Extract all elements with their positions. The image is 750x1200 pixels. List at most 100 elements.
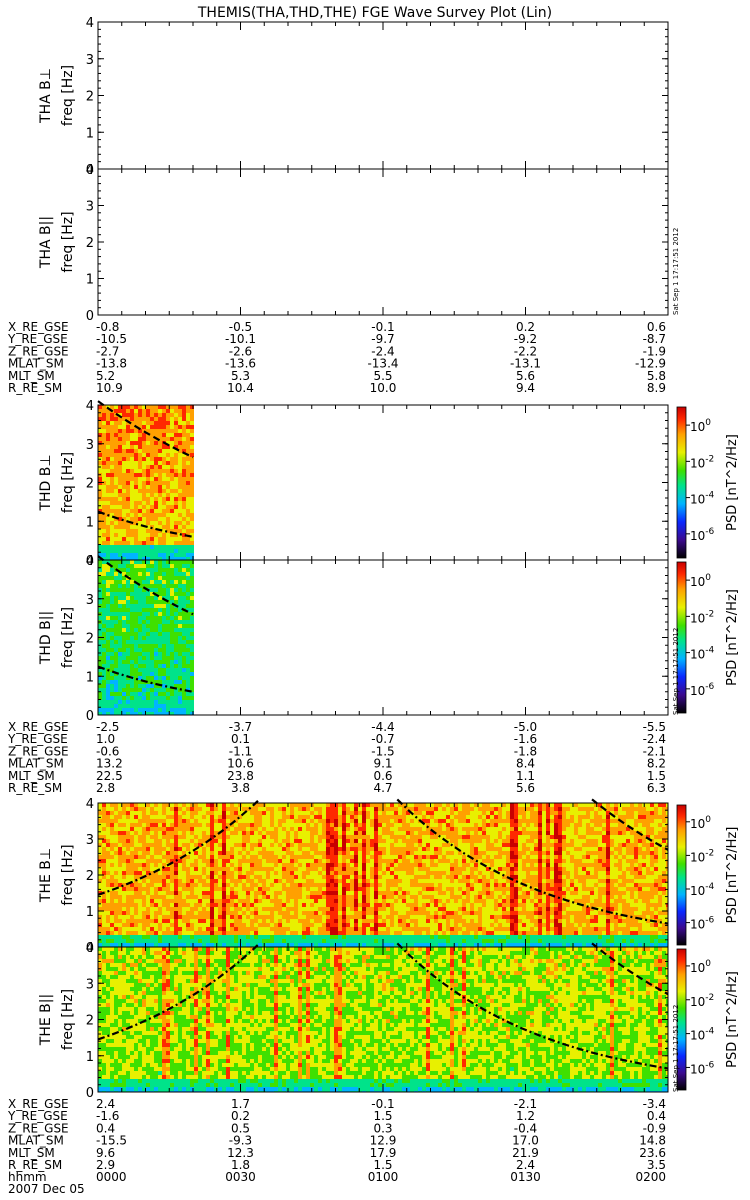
spectrogram-cell	[162, 445, 166, 449]
fit-line-dashed	[97, 400, 194, 459]
spectrogram-cell	[274, 883, 278, 887]
spectrogram-cell	[126, 477, 130, 481]
spectrogram-cell	[114, 640, 118, 644]
spectrogram-cell	[158, 501, 162, 505]
spectrogram-cell	[162, 891, 166, 895]
spectrogram-cell	[306, 835, 310, 839]
spectrogram-cell	[226, 819, 230, 823]
spectrogram-cell	[110, 461, 114, 465]
spectrogram-cell	[402, 847, 406, 851]
spectrogram-cell	[378, 803, 382, 807]
spectrogram-cell	[150, 672, 154, 676]
spectrogram-cell	[326, 923, 330, 927]
spectrogram-cell	[138, 863, 142, 867]
spectrogram-cell	[138, 568, 142, 572]
spectrogram-cell	[398, 919, 402, 923]
spectrogram-cell	[310, 847, 314, 851]
spectrogram-cell	[126, 441, 130, 445]
spectrogram-cell	[306, 935, 310, 939]
spectrogram-cell	[114, 449, 118, 453]
spectrogram-cell	[178, 600, 182, 604]
spectrogram-cell	[178, 545, 182, 549]
spectrogram-cell	[378, 935, 382, 939]
y-tick-label: 1	[86, 670, 94, 685]
spectrogram-cell	[182, 915, 186, 919]
spectrogram-cell	[142, 831, 146, 835]
spectrogram-cell	[146, 592, 150, 596]
spectrogram-cell	[130, 692, 134, 696]
spectrogram-cell	[158, 811, 162, 815]
spectrogram-cell	[106, 553, 110, 557]
spectrogram-cell	[146, 704, 150, 708]
spectrogram-cell	[270, 803, 274, 807]
spectrogram-cell	[378, 911, 382, 915]
spectrogram-cell	[110, 915, 114, 919]
spectrogram-cell	[382, 859, 386, 863]
spectrogram-cell	[406, 847, 410, 851]
spectrogram-cell	[406, 919, 410, 923]
spectrogram-cell	[306, 819, 310, 823]
spectrogram-cell	[162, 537, 166, 541]
spectrogram-cell	[102, 576, 106, 580]
spectrogram-cell	[122, 461, 126, 465]
spectrogram-cell	[374, 923, 378, 927]
spectrogram-cell	[358, 887, 362, 891]
spectrogram-cell	[302, 807, 306, 811]
spectrogram-cell	[238, 879, 242, 883]
spectrogram-cell	[170, 704, 174, 708]
spectrogram-cell	[282, 911, 286, 915]
spectrogram-cell	[146, 895, 150, 899]
spectrogram-cell	[374, 943, 378, 947]
spectrogram-cell	[118, 839, 122, 843]
spectrogram-cell	[146, 497, 150, 501]
spectrogram-cell	[138, 696, 142, 700]
spectrogram-cell	[146, 819, 150, 823]
spectrogram-cell	[162, 517, 166, 521]
spectrogram-cell	[258, 879, 262, 883]
spectrogram-cell	[422, 899, 426, 903]
spectrogram-cell	[282, 843, 286, 847]
spectrogram-cell	[126, 831, 130, 835]
spectrogram-cell	[318, 895, 322, 899]
spectrogram-cell	[182, 672, 186, 676]
spectrogram-cell	[102, 696, 106, 700]
spectrogram-cell	[146, 915, 150, 919]
spectrogram-cell	[430, 815, 434, 819]
spectrogram-cell	[146, 803, 150, 807]
spectrogram-cell	[98, 640, 102, 644]
spectrogram-cell	[186, 413, 190, 417]
spectrogram-cell	[354, 911, 358, 915]
spectrogram-cell	[118, 899, 122, 903]
spectrogram-cell	[158, 469, 162, 473]
spectrogram-cell	[250, 819, 254, 823]
spectrogram-cell	[418, 943, 422, 947]
spectrogram-cell	[146, 943, 150, 947]
spectrogram-cell	[122, 692, 126, 696]
spectrogram-cell	[182, 465, 186, 469]
spectrogram-cell	[222, 867, 226, 871]
spectrogram-cell	[154, 835, 158, 839]
y-axis-label: freq [Hz]	[60, 607, 76, 668]
spectrogram-cell	[306, 827, 310, 831]
spectrogram-cell	[186, 489, 190, 493]
spectrogram-cell	[166, 907, 170, 911]
spectrogram-cell	[422, 919, 426, 923]
spectrogram-cell	[154, 823, 158, 827]
spectrogram-cell	[110, 413, 114, 417]
spectrogram-cell	[282, 835, 286, 839]
spectrogram-cell	[154, 875, 158, 879]
spectrogram-cell	[314, 879, 318, 883]
spectrogram-cell	[178, 628, 182, 632]
spectrogram-cell	[190, 660, 194, 664]
spectrogram-cell	[402, 819, 406, 823]
spectrogram-cell	[350, 911, 354, 915]
spectrogram-cell	[334, 939, 338, 943]
spectrogram-cell	[410, 863, 414, 867]
spectrogram-cell	[170, 549, 174, 553]
spectrogram-cell	[146, 867, 150, 871]
spectrogram-cell	[174, 513, 178, 517]
spectrogram-cell	[102, 668, 106, 672]
spectrogram-cell	[122, 501, 126, 505]
spectrogram-cell	[314, 903, 318, 907]
spectrogram-cell	[202, 871, 206, 875]
